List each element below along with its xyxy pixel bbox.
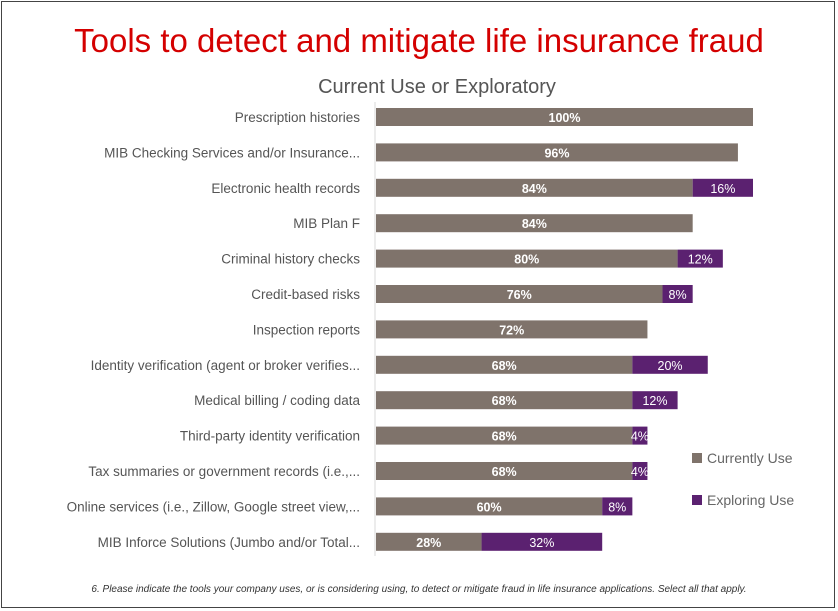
page-title: Tools to detect and mitigate life insura… [74,22,764,59]
data-label: 28% [416,536,441,550]
data-label: 20% [658,359,683,373]
data-label: 16% [710,182,735,196]
data-label: 12% [642,394,667,408]
bar-currently-use [376,214,693,233]
bar-currently-use [376,249,678,268]
data-label: 8% [608,500,626,514]
bar-currently-use [376,108,753,126]
legend-swatch [692,453,702,463]
category-label: Inspection reports [253,322,361,337]
bar-currently-use [376,497,603,516]
category-label: Prescription histories [235,110,361,125]
data-label: 80% [514,253,539,267]
category-label: Medical billing / coding data [194,393,360,408]
bar-exploring-use [602,497,633,516]
category-label: Tax summaries or government records (i.e… [88,464,360,479]
category-label: Third-party identity verification [180,429,360,444]
category-label: MIB Inforce Solutions (Jumbo and/or Tota… [98,535,360,550]
legend-label: Exploring Use [707,492,794,508]
bar-exploring-use [632,391,678,410]
bar-currently-use [376,143,738,162]
bar-currently-use [376,532,482,551]
category-label: MIB Checking Services and/or Insurance..… [104,145,360,160]
bar-currently-use [376,320,648,339]
category-label: Identity verification (agent or broker v… [91,358,360,373]
data-label: 100% [549,111,581,125]
data-label: 72% [499,323,524,337]
bar-exploring-use [481,532,603,551]
bar-currently-use [376,426,633,445]
bar-currently-use [376,178,693,197]
data-label: 8% [669,288,687,302]
data-label: 76% [507,288,532,302]
bar-exploring-use [632,462,648,480]
bar-currently-use [376,285,663,303]
footnote: 6. Please indicate the tools your compan… [91,584,747,595]
category-label: Online services (i.e., Zillow, Google st… [67,499,360,514]
bar-exploring-use [632,355,708,374]
chart-title: Current Use or Exploratory [318,76,556,98]
data-label: 68% [492,359,517,373]
data-label: 4% [631,430,649,444]
data-label: 68% [492,465,517,479]
bar-exploring-use [632,426,648,445]
data-label: 68% [492,394,517,408]
data-label: 84% [522,182,547,196]
data-label: 60% [477,500,502,514]
bar-exploring-use [662,285,693,303]
data-label: 4% [631,465,649,479]
bar-currently-use [376,391,633,410]
data-label: 12% [688,253,713,267]
legend-label: Currently Use [707,450,793,466]
data-label: 68% [492,430,517,444]
legend-swatch [692,495,702,505]
data-label: 32% [529,536,554,550]
bar-exploring-use [692,178,753,197]
data-label: 96% [544,146,569,160]
bar-currently-use [376,355,633,374]
category-label: Credit-based risks [251,287,360,302]
bar-currently-use [376,462,633,480]
category-label: Electronic health records [211,181,360,196]
category-label: Criminal history checks [221,252,360,267]
bar-exploring-use [677,249,723,268]
data-label: 84% [522,217,547,231]
category-label: MIB Plan F [293,216,360,231]
